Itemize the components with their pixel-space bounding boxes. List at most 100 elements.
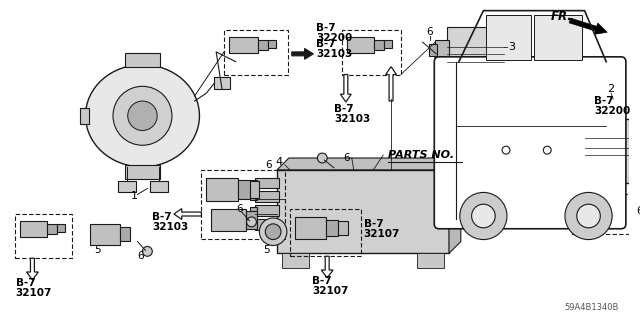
Text: 6: 6 (343, 153, 349, 163)
Bar (326, 220, 338, 236)
FancyArrow shape (26, 258, 38, 280)
Bar (250, 221, 257, 228)
Text: B-7: B-7 (152, 212, 172, 222)
Text: 3: 3 (508, 42, 515, 52)
Circle shape (577, 204, 600, 228)
Text: B-7: B-7 (312, 276, 332, 286)
Text: 32103: 32103 (152, 222, 189, 232)
Circle shape (128, 101, 157, 130)
Bar (584, 119, 640, 182)
Bar (347, 37, 374, 53)
Circle shape (460, 192, 507, 240)
Ellipse shape (86, 65, 200, 167)
Bar (120, 227, 130, 241)
Text: B-7: B-7 (316, 39, 336, 49)
Polygon shape (277, 158, 461, 170)
Text: 32200: 32200 (316, 33, 353, 43)
FancyArrow shape (174, 209, 202, 219)
Bar (615, 204, 623, 216)
Bar (290, 209, 360, 256)
Bar (295, 217, 326, 239)
Text: B-7: B-7 (364, 219, 383, 229)
Bar (211, 209, 246, 231)
Bar (259, 40, 268, 50)
Text: B-7: B-7 (316, 23, 336, 33)
Bar (255, 219, 279, 230)
FancyArrow shape (595, 167, 607, 194)
Bar (572, 194, 633, 234)
FancyArrow shape (340, 75, 351, 102)
Bar (224, 30, 288, 75)
Bar (338, 221, 348, 235)
Bar (79, 108, 90, 124)
Bar (118, 181, 136, 192)
Bar (150, 181, 168, 192)
Circle shape (435, 50, 444, 60)
Text: 5: 5 (263, 245, 270, 256)
Circle shape (266, 224, 281, 240)
Text: 32107: 32107 (312, 286, 349, 296)
Bar (342, 30, 401, 75)
Text: B-7: B-7 (16, 278, 35, 288)
Bar (384, 40, 392, 48)
Bar (20, 221, 47, 237)
Text: FR.: FR. (551, 10, 573, 23)
Text: 32107: 32107 (364, 229, 400, 239)
Text: 6: 6 (266, 160, 272, 170)
Bar (250, 181, 259, 198)
Bar (125, 165, 160, 179)
Circle shape (565, 192, 612, 240)
Text: 6: 6 (138, 251, 144, 261)
Bar (214, 78, 230, 89)
Text: 4: 4 (275, 157, 282, 167)
Bar (229, 37, 259, 53)
Bar (206, 178, 238, 201)
Text: 5: 5 (94, 245, 101, 256)
Bar (47, 224, 57, 234)
Bar (417, 253, 444, 268)
Bar (255, 178, 279, 189)
FancyBboxPatch shape (435, 57, 626, 229)
Text: 32103: 32103 (334, 114, 371, 124)
Bar (486, 15, 531, 60)
Bar (90, 224, 120, 246)
Bar (246, 211, 257, 229)
Bar (250, 193, 257, 200)
FancyArrow shape (386, 67, 396, 101)
Circle shape (426, 256, 436, 266)
Bar (447, 27, 504, 84)
Bar (57, 224, 65, 232)
Text: 6: 6 (236, 204, 243, 214)
Text: 32200: 32200 (595, 106, 630, 116)
Bar (578, 201, 605, 221)
Circle shape (502, 146, 510, 154)
Bar (250, 180, 257, 187)
Bar (255, 205, 279, 216)
Text: 59A4B1340B: 59A4B1340B (564, 303, 619, 312)
Text: 6: 6 (426, 27, 433, 37)
Bar (202, 170, 285, 239)
Circle shape (246, 217, 257, 227)
Bar (534, 15, 582, 60)
Circle shape (143, 247, 152, 256)
Text: 32103: 32103 (316, 49, 353, 59)
Circle shape (543, 146, 551, 154)
Text: 1: 1 (131, 191, 138, 201)
Text: 2: 2 (607, 84, 614, 94)
Bar (255, 191, 279, 202)
Circle shape (290, 256, 300, 266)
Bar (605, 204, 615, 218)
Circle shape (259, 218, 287, 246)
Bar (250, 207, 257, 214)
Bar (125, 53, 160, 67)
FancyArrow shape (569, 18, 607, 34)
Bar (374, 40, 384, 50)
Bar (15, 214, 72, 258)
Bar (268, 40, 276, 48)
Circle shape (113, 86, 172, 145)
FancyArrow shape (321, 256, 333, 278)
Bar (282, 253, 310, 268)
Text: PARTS NO.: PARTS NO. (388, 150, 454, 160)
Text: B-7: B-7 (595, 96, 614, 106)
Text: 6: 6 (637, 206, 640, 216)
